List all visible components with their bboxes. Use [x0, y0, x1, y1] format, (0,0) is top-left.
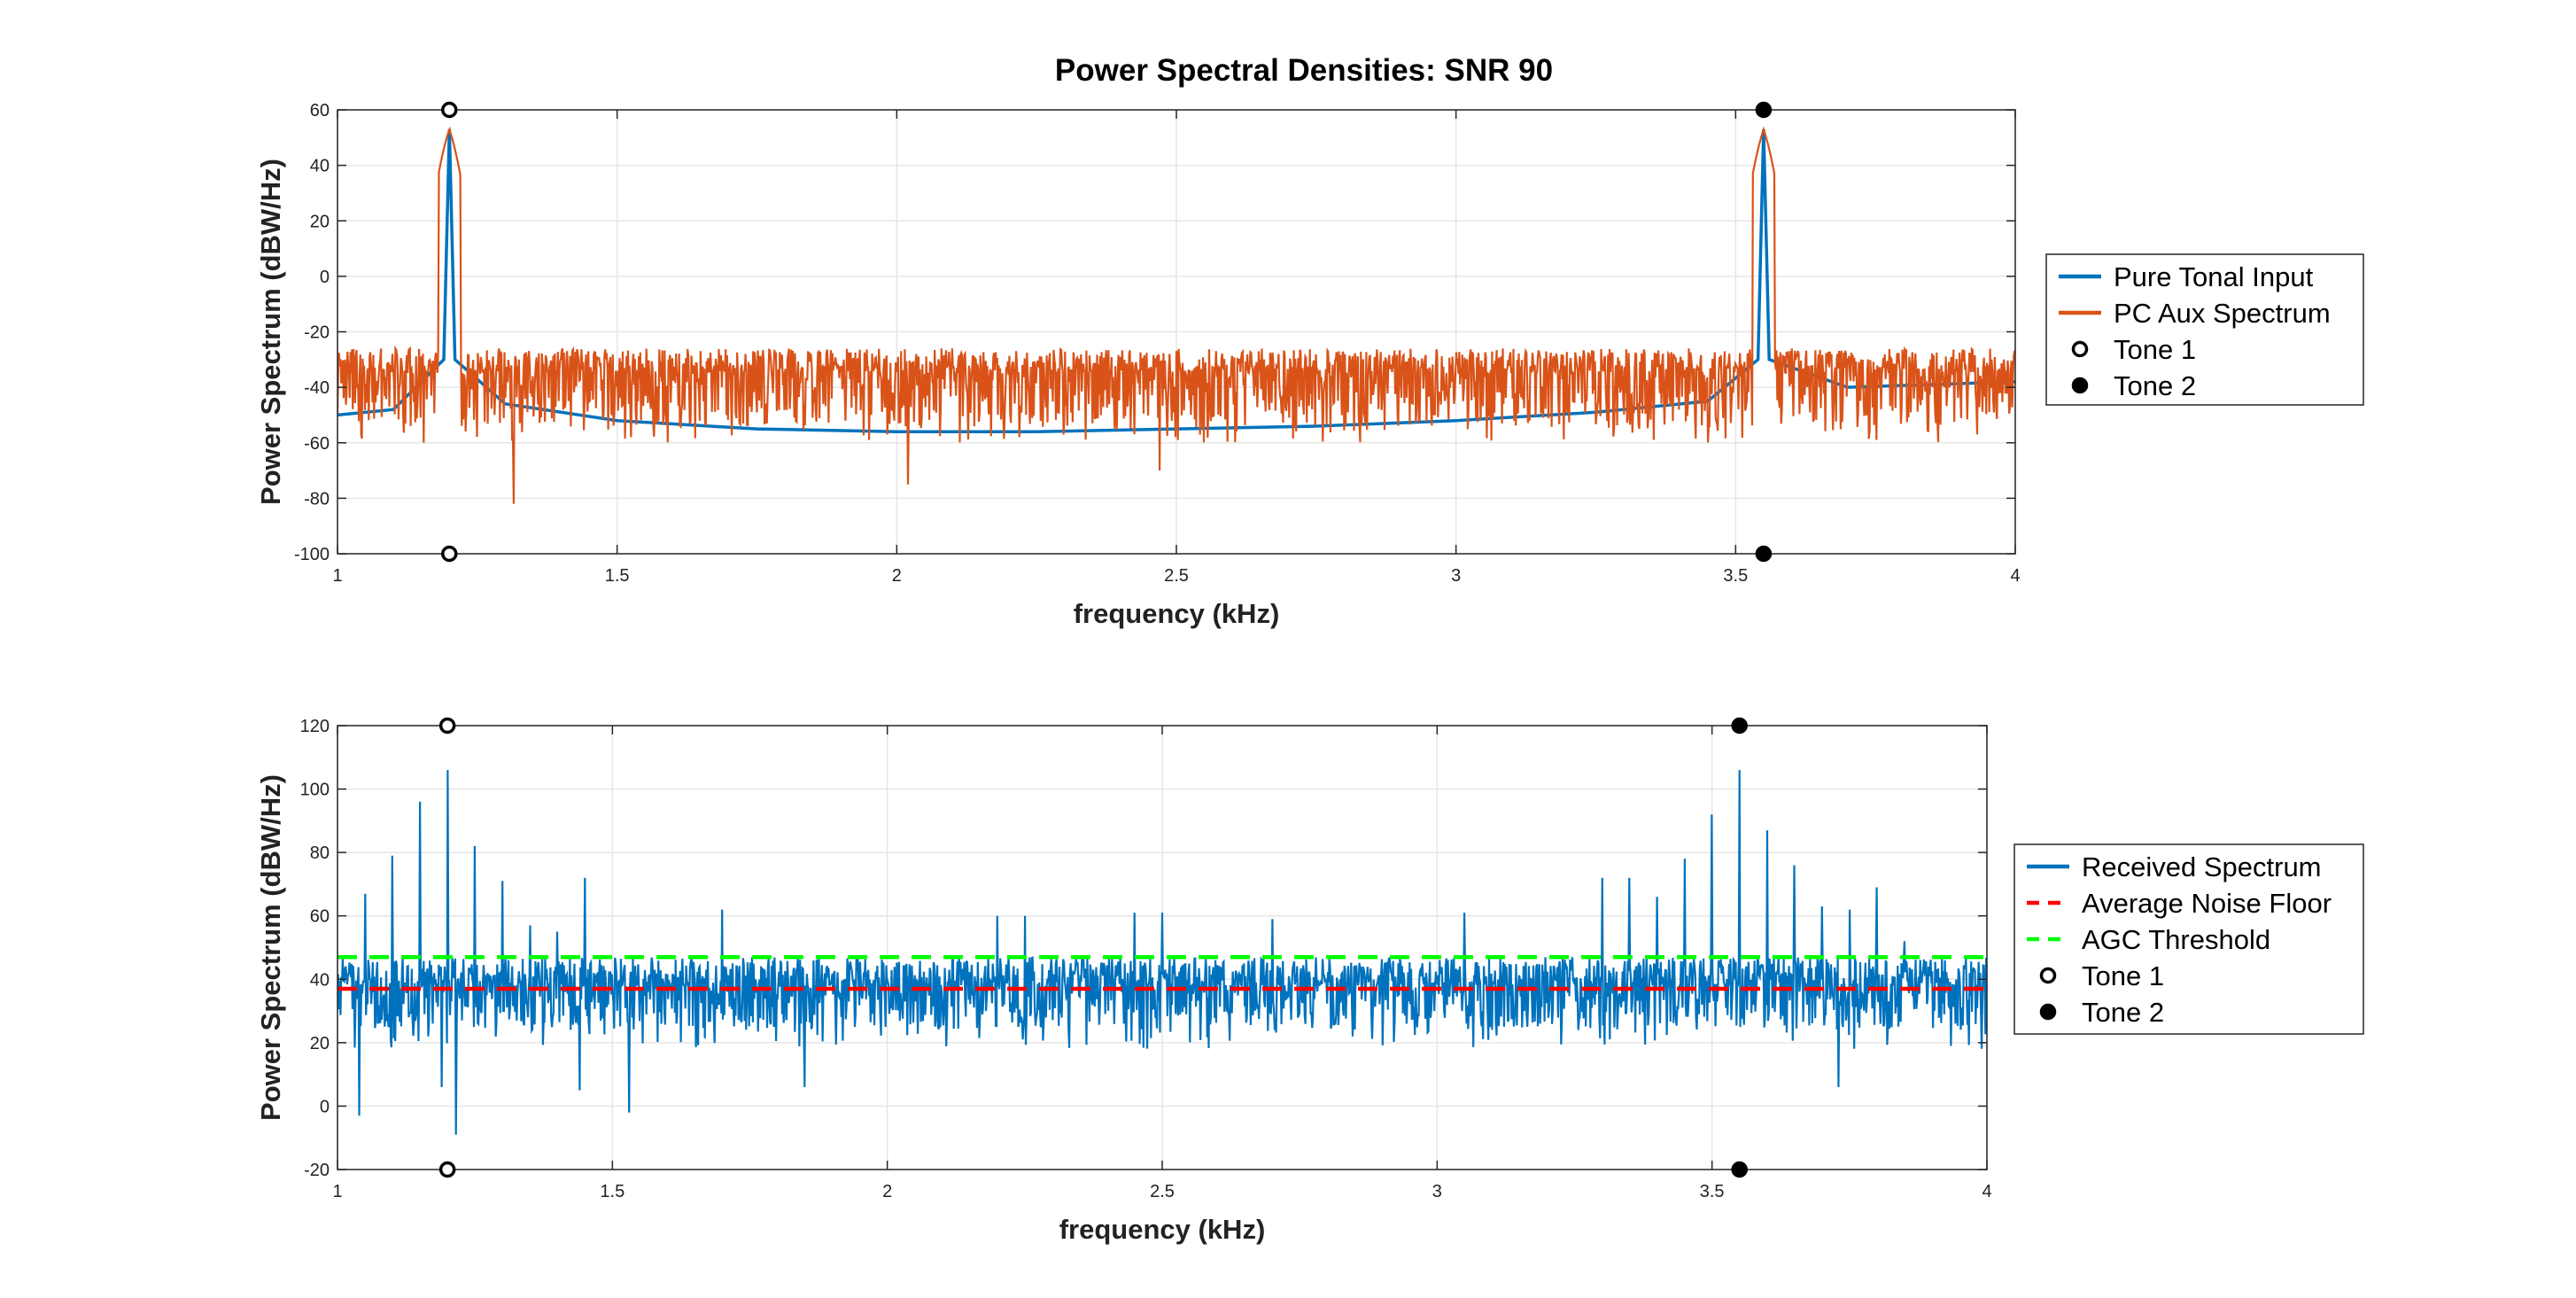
legend-label: Tone 2 — [2082, 997, 2164, 1028]
y-tick-label: 60 — [310, 907, 330, 927]
tone-1-marker — [441, 101, 458, 119]
x-tick-label: 1.5 — [605, 566, 630, 586]
legend-label: Tone 1 — [2114, 334, 2196, 365]
x-tick-label: 4 — [1982, 1182, 1991, 1201]
legend-box — [2013, 843, 2364, 1035]
legend-item: Tone 2 — [2039, 997, 2164, 1028]
data-layer — [338, 770, 1987, 1135]
y-tick-label: -100 — [294, 545, 330, 564]
top-subplot: 1 1.5 2 2.5 3 3.5 4 -100 -80 -60 -40 -20 0 20 40 60 freq… — [255, 101, 2364, 629]
legend-label: Tone 1 — [2082, 960, 2164, 991]
y-tick-label: -20 — [304, 1161, 330, 1180]
tone-2-marker — [1755, 101, 1773, 119]
legend-item: PC Aux Spectrum — [2059, 298, 2331, 329]
legend-item: Average Noise Floor — [2027, 888, 2332, 919]
x-axis-label: frequency (kHz) — [1074, 598, 1280, 629]
legend-marker — [2071, 340, 2089, 358]
y-tick-label: -60 — [304, 434, 330, 454]
y-tick-label: 0 — [320, 1097, 330, 1116]
x-tick-label: 2 — [882, 1182, 892, 1201]
legend-box — [2045, 253, 2364, 406]
y-tick-label: 40 — [310, 970, 330, 990]
tone-1-marker — [441, 545, 458, 563]
x-tick-label: 3.5 — [1700, 1182, 1725, 1201]
legend: Received Spectrum Average Noise Floor AGC … — [2013, 843, 2364, 1035]
x-tick-label: 3 — [1432, 1182, 1442, 1201]
tone-2-marker — [1731, 717, 1748, 734]
x-axis-label: frequency (kHz) — [1059, 1214, 1266, 1245]
legend-label: Tone 2 — [2114, 370, 2196, 401]
legend-item: Tone 1 — [2039, 960, 2164, 991]
legend-marker — [2071, 377, 2089, 394]
legend-label: PC Aux Spectrum — [2114, 298, 2331, 329]
x-tick-label: 2 — [892, 566, 902, 586]
y-tick-label: 60 — [310, 101, 330, 120]
legend-item: Received Spectrum — [2027, 851, 2322, 882]
x-tick-label: 3 — [1451, 566, 1461, 586]
y-axis-label: Power Spectrum (dBW/Hz) — [255, 774, 286, 1121]
x-tick-label: 3.5 — [1723, 566, 1748, 586]
series-pure-tonal-input — [338, 128, 2015, 433]
legend: Pure Tonal Input PC Aux Spectrum Tone 1 Ton… — [2045, 253, 2364, 406]
legend-item: AGC Threshold — [2027, 924, 2270, 955]
bottom-subplot: 1 1.5 2 2.5 3 3.5 4 -20 0 20 40 60 80 100 120 frequency… — [255, 717, 2364, 1245]
series-pc-aux-spectrum — [338, 126, 2015, 504]
data-layer — [338, 126, 2015, 504]
tone-1-marker — [438, 717, 456, 734]
legend-label: Pure Tonal Input — [2114, 261, 2314, 292]
y-tick-label: -40 — [304, 378, 330, 398]
x-tick-label: 2.5 — [1150, 1182, 1175, 1201]
y-axis-label: Power Spectrum (dBW/Hz) — [255, 159, 286, 505]
legend-item: Tone 1 — [2071, 334, 2196, 365]
tone-2-marker — [1755, 545, 1773, 563]
series-received-spectrum — [338, 770, 1987, 1135]
y-tick-label: 120 — [300, 717, 330, 736]
y-tick-label: 20 — [310, 212, 330, 231]
x-tick-label: 2.5 — [1164, 566, 1189, 586]
legend-label: AGC Threshold — [2082, 924, 2270, 955]
y-tick-label: -20 — [304, 323, 330, 343]
figure-title: Power Spectral Densities: SNR 90 — [1055, 53, 1553, 88]
legend-marker — [2039, 967, 2057, 984]
x-tick-label: 1 — [332, 1182, 342, 1201]
tone-1-marker — [438, 1161, 456, 1178]
x-tick-label: 4 — [2010, 566, 2020, 586]
legend-label: Received Spectrum — [2082, 851, 2322, 882]
y-tick-label: 20 — [310, 1034, 330, 1053]
y-tick-label: 0 — [320, 268, 330, 287]
y-tick-label: 100 — [300, 781, 330, 800]
x-tick-label: 1 — [332, 566, 342, 586]
legend-item: Tone 2 — [2071, 370, 2196, 401]
legend-label: Average Noise Floor — [2082, 888, 2332, 919]
y-tick-label: -80 — [304, 489, 330, 509]
legend-marker — [2039, 1003, 2057, 1021]
legend-item: Pure Tonal Input — [2059, 261, 2314, 292]
x-tick-label: 1.5 — [600, 1182, 625, 1201]
y-tick-label: 80 — [310, 843, 330, 863]
tone-2-marker — [1731, 1161, 1748, 1178]
y-tick-label: 40 — [310, 157, 330, 176]
